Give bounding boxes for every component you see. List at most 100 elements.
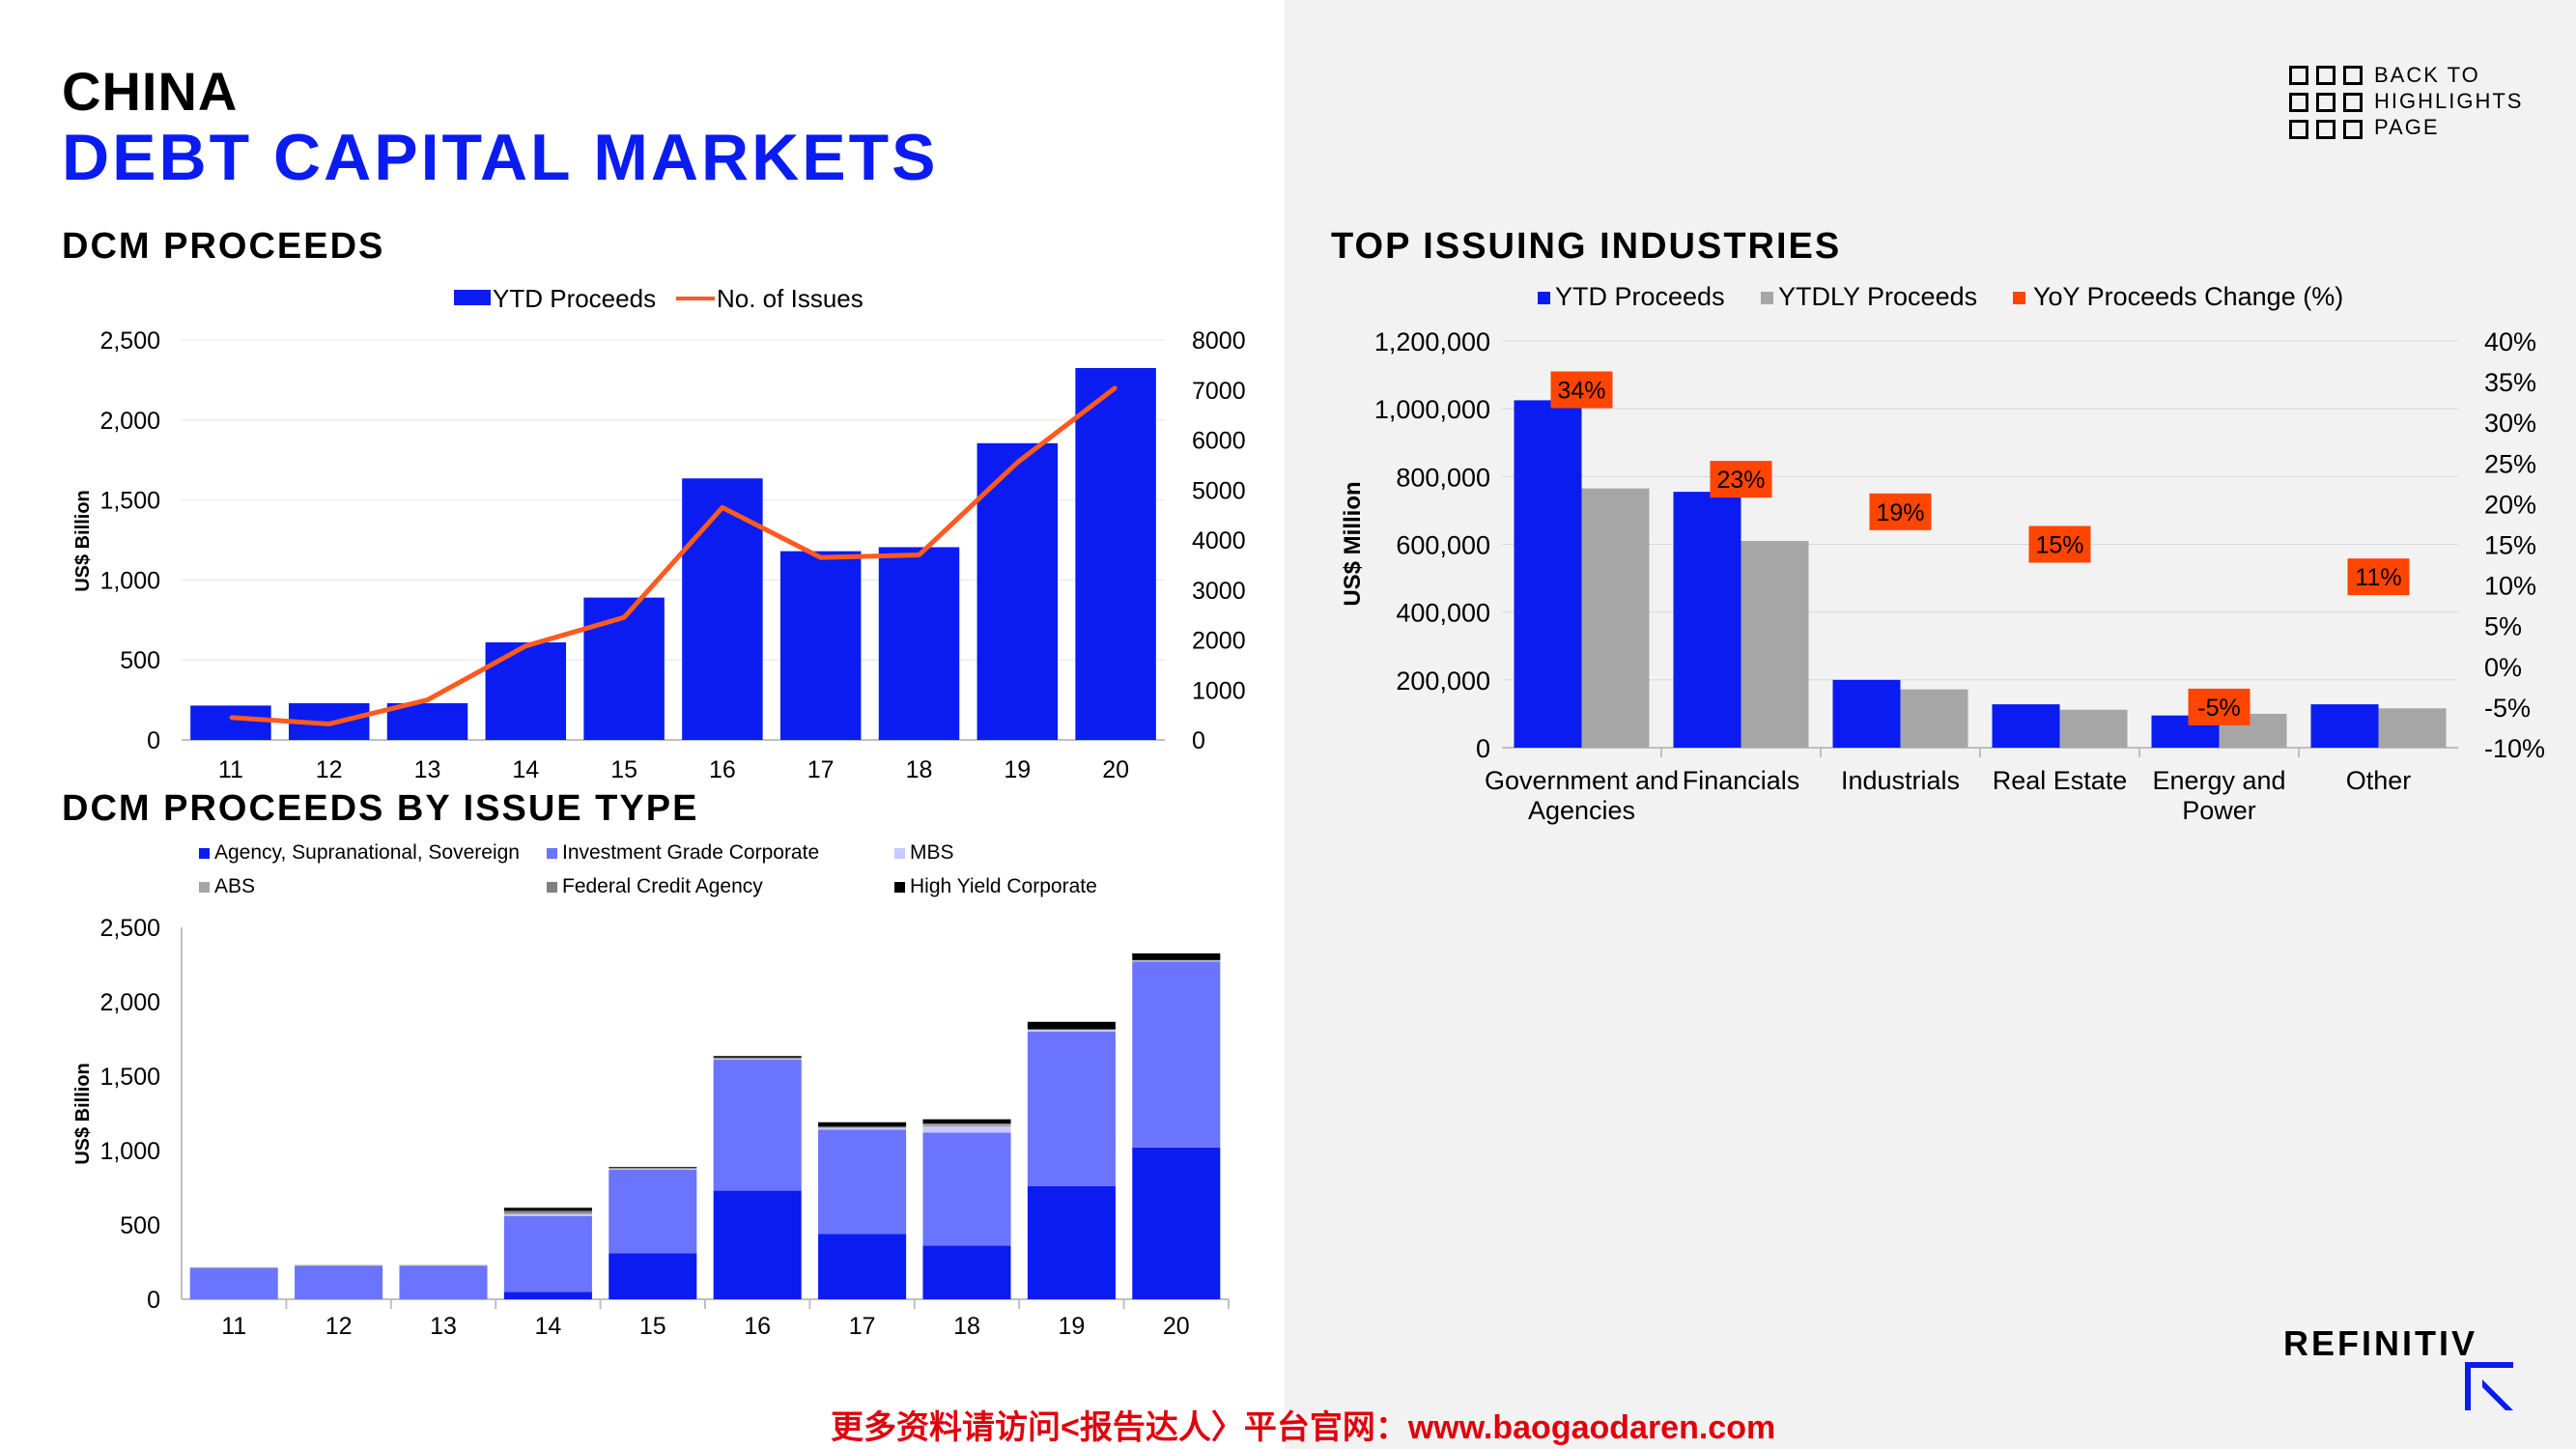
y-tick-label: 600,000: [1396, 531, 1490, 560]
y-axis-label: US$ Billion: [72, 1063, 94, 1165]
y2-tick-label: 5%: [2484, 612, 2522, 641]
legend-label: Investment Grade Corporate: [562, 841, 819, 864]
y-tick-label: 0: [147, 727, 160, 754]
point-no-of-issues: [1114, 385, 1118, 389]
bar-ytd-proceeds: [1075, 367, 1156, 740]
y-tick-label: 1,000: [99, 1138, 160, 1165]
point-no-of-issues: [819, 555, 823, 559]
top-issuing-industries-chart: 0 200,000 400,000 600,000 800,000 1,000,000 1,…: [1340, 282, 2545, 825]
x-tick-label: 20: [1102, 756, 1129, 783]
y2-tick-label: 35%: [2484, 368, 2536, 397]
yoy-change-marker: [1550, 371, 1613, 409]
y2-tick-label: 15%: [2484, 531, 2536, 560]
point-no-of-issues: [721, 505, 724, 509]
bar-ytd-proceeds: [1832, 679, 1901, 748]
stacked-bar-segment: [922, 1119, 1011, 1124]
back-to-highlights-button[interactable]: BACK TO HIGHLIGHTS PAGE: [2289, 62, 2523, 140]
stacked-bar-segment: [503, 1215, 592, 1293]
y-tick-label: 2,000: [99, 408, 160, 435]
x-tick-label: 19: [1058, 1313, 1085, 1340]
y2-tick-label: -5%: [2484, 694, 2531, 723]
footer-source-note: 更多资料请访问<报告达人〉平台官网：www.baogaodaren.com: [831, 1409, 1776, 1446]
legend-label: ABS: [214, 875, 255, 897]
x-tick-label: Government and: [1485, 766, 1679, 795]
stacked-bar-segment: [818, 1129, 907, 1235]
stacked-bar-segment: [818, 1234, 907, 1299]
stacked-bar-segment: [1132, 1147, 1221, 1299]
y2-tick-label: 6000: [1192, 428, 1246, 455]
bar-ytd-proceeds: [1673, 492, 1741, 748]
point-no-of-issues: [327, 722, 331, 725]
y2-tick-label: 0%: [2484, 653, 2522, 682]
legend-label: MBS: [910, 841, 954, 864]
legend-label-ytd-proceeds: YTD Proceeds: [493, 284, 656, 313]
stacked-bar-segment: [189, 1267, 278, 1299]
point-no-of-issues: [524, 644, 527, 648]
stacked-bar-segment: [295, 1265, 383, 1299]
stacked-bar-segment: [609, 1169, 697, 1171]
y-tick-label: 1,500: [99, 488, 160, 515]
stacked-bar-segment: [609, 1167, 697, 1169]
y-axis-label: US$ Billion: [72, 490, 94, 592]
x-tick-label: 18: [953, 1313, 980, 1340]
x-tick-label: 15: [639, 1313, 666, 1340]
x-tick-label: 16: [709, 756, 736, 783]
stacked-bar-segment: [922, 1126, 1011, 1133]
yoy-change-label: -5%: [2197, 695, 2240, 722]
bar-ytd-proceeds: [1514, 400, 1582, 748]
bar-ytd-proceeds: [386, 702, 468, 740]
y-tick-label: 2,000: [99, 989, 160, 1016]
stacked-bar-segment: [399, 1265, 488, 1299]
legend-label-ytd-proceeds: YTD Proceeds: [1555, 282, 1725, 311]
x-tick-label: 11: [221, 1313, 246, 1340]
yoy-change-label: 34%: [1557, 378, 1605, 405]
x-tick-label: Power: [2182, 796, 2256, 825]
x-tick-label: 14: [534, 1313, 561, 1340]
x-tick-label: 20: [1163, 1313, 1190, 1340]
stacked-bar-segment: [713, 1190, 802, 1299]
y2-tick-label: 4000: [1192, 527, 1246, 554]
bar-ytdly-proceeds: [1581, 488, 1650, 748]
x-tick-label: Financials: [1683, 766, 1800, 795]
stacked-bar-segment: [503, 1208, 592, 1211]
stacked-bar-segment: [922, 1132, 1011, 1246]
stacked-bar-segment: [503, 1212, 592, 1215]
y2-tick-label: 3000: [1192, 578, 1246, 605]
bar-ytd-proceeds: [2310, 704, 2379, 748]
stacked-bar-segment: [609, 1168, 697, 1170]
section-title-dcm-proceeds: DCM PROCEEDS: [62, 226, 385, 267]
stacked-bar-segment: [713, 1056, 802, 1058]
stacked-bar-segment: [1132, 952, 1221, 960]
y-tick-label: 0: [1476, 734, 1490, 763]
y-tick-label: 2,500: [99, 915, 160, 942]
x-tick-label: 17: [849, 1313, 876, 1340]
stacked-bar-segment: [609, 1166, 697, 1168]
y2-tick-label: -10%: [2484, 734, 2545, 763]
dcm-by-issue-type-chart: 0 500 1,000 1,500 2,000 2,500 11 12 13 14 15 16 17 18…: [72, 841, 1230, 1340]
y-tick-label: 500: [120, 647, 160, 674]
yoy-change-marker: [1869, 493, 1932, 530]
legend-swatch-ytdly-proceeds: [1761, 292, 1773, 304]
legend-swatch-yoy-change: [2013, 292, 2025, 304]
legend-label-no-of-issues: No. of Issues: [717, 284, 863, 313]
y-tick-label: 200,000: [1396, 667, 1490, 696]
bar-ytdly-proceeds: [2059, 709, 2128, 748]
legend-label: High Yield Corporate: [910, 875, 1097, 897]
x-tick-label: 12: [316, 756, 343, 783]
y-tick-label: 500: [120, 1212, 160, 1239]
legend-swatch-ytd-proceeds: [1538, 292, 1550, 304]
bar-ytd-proceeds: [779, 551, 862, 740]
refinitiv-logo-icon: [2465, 1362, 2513, 1410]
x-tick-label: Energy and: [2152, 766, 2285, 795]
stacked-bar-segment: [713, 1059, 802, 1061]
back-link-line: PAGE: [2374, 115, 2440, 139]
y-tick-label: 2,500: [99, 327, 160, 355]
legend-swatch: [199, 848, 210, 859]
stacked-bar-segment: [818, 1127, 907, 1130]
x-tick-label: Agencies: [1528, 796, 1635, 825]
x-tick-label: 18: [906, 756, 933, 783]
x-tick-label: 16: [744, 1313, 771, 1340]
yoy-change-marker: [2347, 558, 2410, 596]
brand-logo-text: REFINITIV: [2283, 1323, 2478, 1363]
stacked-bar-segment: [1132, 961, 1221, 1148]
